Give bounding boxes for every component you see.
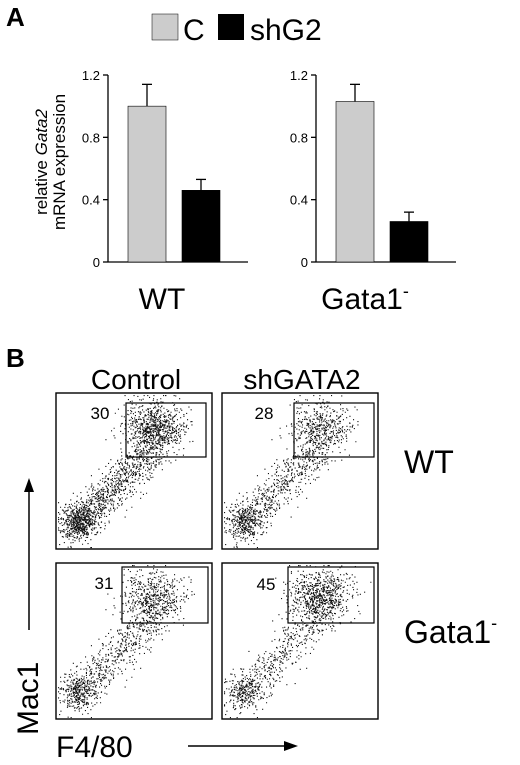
y-tick-label-wt-2: 0.8 (82, 130, 100, 145)
bar-gata1-c (335, 101, 375, 263)
plot-frame-0-1 (221, 392, 379, 550)
bar-chart-gata1: 0 0.4 0.8 1.2 (290, 68, 456, 270)
bar-wt-shg2 (181, 190, 221, 263)
scatter-points-1-1 (224, 565, 372, 719)
y-tick-label-wt-0: 0 (93, 255, 100, 270)
y-tick-label-gata1-2: 0.8 (290, 130, 308, 145)
y-tick-label-wt-1: 0.4 (82, 193, 100, 208)
scatter-points-1-0 (58, 565, 195, 719)
row-label-gata1-sup: - (491, 613, 497, 633)
flow-plot-wt-shgata2 (221, 392, 379, 550)
flow-plot-wt-control (55, 392, 213, 550)
scatter-points-0-1 (224, 395, 359, 549)
bar-gata1-shg2 (389, 221, 429, 263)
bar-chart-wt: 0 0.4 0.8 1.2 (82, 68, 248, 270)
row-label-wt: WT (404, 444, 454, 480)
row-label-gata1-text: Gata1 (404, 614, 491, 650)
gate-percent-wt-shgata2: 28 (255, 404, 274, 423)
y-axis-label-gene: Gata2 (32, 109, 51, 156)
legend-swatch-c (151, 13, 179, 41)
row-label-gata1: Gata1- (404, 613, 497, 650)
y-tick-label-gata1-0: 0 (301, 255, 308, 270)
plot-frame-1-1 (221, 562, 379, 720)
gate-percent-gata1-control: 31 (95, 574, 114, 593)
y-axis-mac1: Mac1 (12, 478, 45, 735)
gate-percent-wt-control: 30 (91, 404, 110, 423)
y-axis-label-prefix: relative (32, 155, 51, 215)
group-label-gata1-text: Gata1 (321, 283, 403, 316)
gate-percent-gata1-shgata2: 45 (257, 575, 276, 594)
gate-box-0-0 (125, 402, 207, 458)
gate-box-1-0 (121, 566, 209, 624)
panel-a-label: A (6, 2, 25, 32)
panel-b-label: B (6, 343, 25, 373)
legend: C shG2 (151, 13, 322, 47)
column-title-shgata2: shGATA2 (243, 364, 360, 395)
legend-label-c: C (183, 14, 205, 47)
f480-arrow-head (284, 741, 298, 751)
legend-label-shg2: shG2 (250, 14, 322, 47)
y-tick-label-wt-3: 1.2 (82, 68, 100, 83)
axis-title-f480: F4/80 (56, 731, 133, 764)
y-tick-label-gata1-3: 1.2 (290, 68, 308, 83)
x-axis-f480: F4/80 (56, 731, 298, 764)
plot-frame-1-0 (55, 562, 213, 720)
column-title-control: Control (91, 364, 181, 395)
legend-swatch-shg2 (218, 14, 244, 40)
bar-wt-c (127, 105, 167, 263)
y-tick-label-gata1-1: 0.4 (290, 193, 308, 208)
group-label-gata1-sup: - (403, 281, 409, 301)
flow-plot-gata1-shgata2 (221, 562, 379, 720)
gate-box-0-1 (293, 402, 375, 458)
svg-text:relative Gata2: relative Gata2 (32, 109, 51, 215)
y-axis-label-line2: mRNA expression (50, 94, 69, 230)
flow-plot-gata1-control (55, 562, 213, 720)
axis-title-mac1: Mac1 (12, 662, 45, 735)
group-label-gata1: Gata1- (321, 281, 409, 316)
group-label-wt: WT (139, 283, 186, 316)
gate-box-1-1 (287, 566, 375, 624)
y-axis-label: relative Gata2 mRNA expression (32, 94, 69, 230)
mac1-arrow-head (24, 478, 34, 492)
